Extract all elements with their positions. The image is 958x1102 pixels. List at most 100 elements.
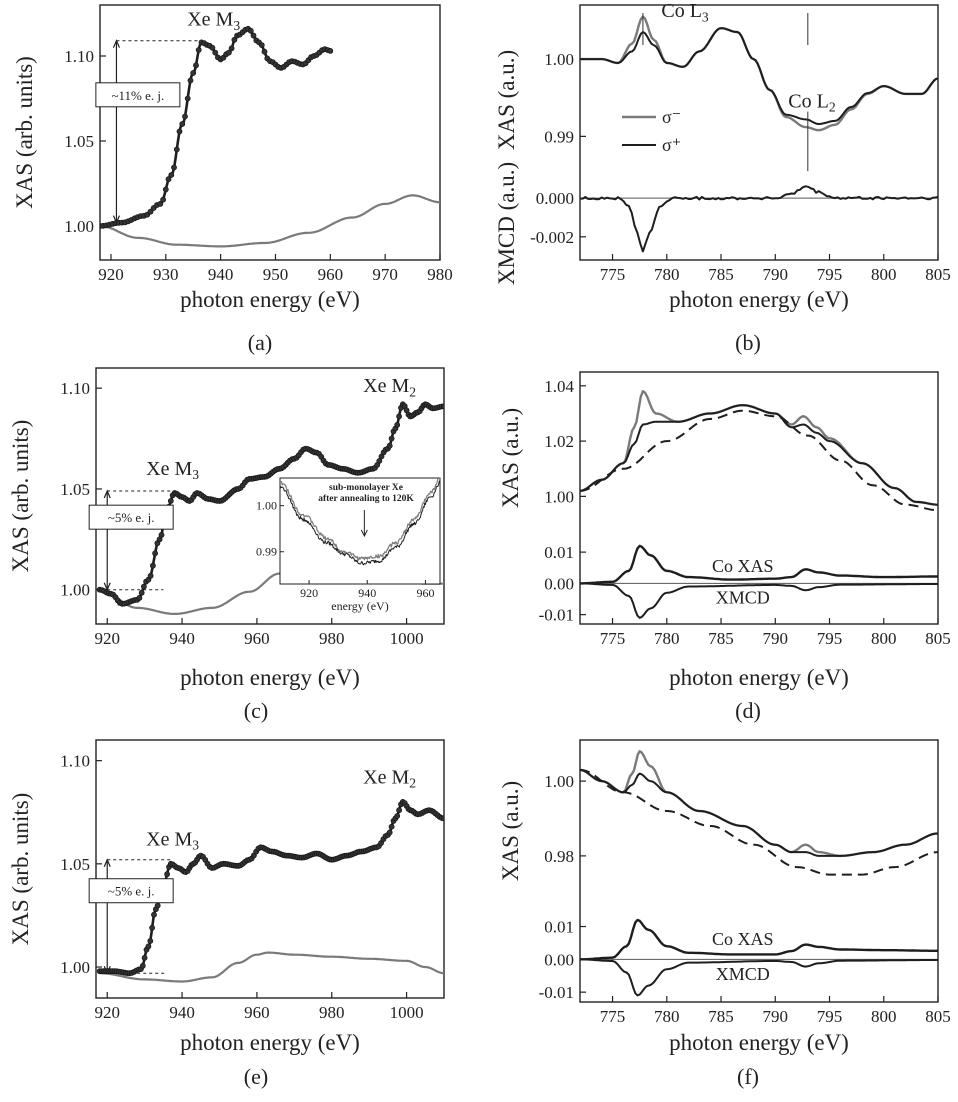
curve-annotation: Co XAS bbox=[712, 556, 774, 576]
data-point bbox=[152, 550, 158, 557]
series-line-1 bbox=[580, 768, 938, 857]
series-line-5 bbox=[580, 544, 938, 585]
peak-annotation: Xe M3 bbox=[146, 458, 199, 482]
peak-annotation: Co L3 bbox=[661, 0, 709, 24]
y-tick-label: 0.01 bbox=[544, 918, 574, 937]
data-point bbox=[247, 27, 254, 34]
y-tick-label: 1.05 bbox=[64, 132, 94, 151]
plot-frame bbox=[579, 739, 939, 1003]
inset-y-tick-label: 1.00 bbox=[256, 499, 277, 513]
data-point bbox=[396, 807, 402, 814]
data-point bbox=[193, 62, 199, 69]
data-point bbox=[231, 36, 238, 43]
peak-annotation: Xe M2 bbox=[363, 375, 416, 399]
data-point bbox=[149, 924, 155, 931]
arrow-head bbox=[112, 39, 121, 48]
inset-y-tick-label: 0.99 bbox=[256, 545, 277, 559]
x-tick-label: 980 bbox=[319, 629, 345, 648]
plot-frame bbox=[95, 739, 445, 999]
data-point bbox=[394, 813, 401, 819]
data-point bbox=[147, 572, 154, 579]
data-point bbox=[261, 48, 268, 55]
data-point bbox=[209, 44, 216, 51]
series-line-6 bbox=[580, 582, 938, 619]
y-tick-label: 1.00 bbox=[60, 958, 90, 977]
x-tick-label: 1000 bbox=[390, 629, 424, 648]
data-point bbox=[154, 902, 161, 909]
x-tick-label: 800 bbox=[871, 265, 897, 284]
data-point bbox=[160, 196, 166, 203]
data-point bbox=[145, 943, 152, 950]
x-tick-label: 775 bbox=[600, 1007, 626, 1026]
x-tick-label: 805 bbox=[925, 1007, 951, 1026]
series-line-5 bbox=[580, 918, 938, 961]
x-tick-label: 970 bbox=[372, 265, 398, 284]
inset-x-axis-label: energy (eV) bbox=[331, 599, 388, 613]
curve-annotation: Co XAS bbox=[712, 929, 774, 949]
series-line-11 bbox=[280, 480, 440, 566]
y-tick-label: 1.10 bbox=[60, 379, 90, 398]
x-tick-label: 800 bbox=[871, 1007, 897, 1026]
data-point bbox=[138, 589, 145, 596]
x-tick-label: 780 bbox=[654, 265, 680, 284]
y-tick-label: 0.99 bbox=[544, 127, 574, 146]
x-tick-label: 775 bbox=[600, 629, 626, 648]
x-tick-label: 795 bbox=[817, 629, 843, 648]
panel-label: (a) bbox=[248, 330, 272, 355]
data-point bbox=[250, 32, 257, 39]
panel-f: 775 780 785 790 795 800 805 photon energy (eV) (… bbox=[498, 739, 951, 1089]
panel-d: 775 780 785 790 795 800 805 photon energy (eV) (… bbox=[498, 371, 951, 723]
y-tick-label: 0.00 bbox=[544, 950, 574, 969]
x-tick-label: 940 bbox=[208, 265, 234, 284]
edge-jump-label: ~5% e. j. bbox=[108, 510, 155, 525]
x-tick-label: 980 bbox=[427, 265, 453, 284]
x-axis-label: photon energy (eV) bbox=[180, 1030, 360, 1055]
data-point bbox=[149, 562, 156, 569]
peak-annotation: Xe M2 bbox=[363, 766, 416, 790]
data-point bbox=[396, 413, 402, 420]
x-tick-label: 920 bbox=[98, 265, 124, 284]
data-point bbox=[190, 70, 197, 76]
data-point bbox=[258, 42, 265, 48]
data-point bbox=[441, 815, 444, 822]
x-tick-label: 930 bbox=[153, 265, 179, 284]
inset-x-tick-label: 940 bbox=[358, 586, 376, 600]
y-tick-label: 1.00 bbox=[544, 772, 574, 791]
y-tick-label: 1.05 bbox=[60, 480, 90, 499]
series-line-1 bbox=[580, 27, 938, 125]
series-line-1 bbox=[580, 404, 938, 506]
y-axis-label: XAS (a.u.) bbox=[498, 781, 523, 881]
y-axis-label: XAS (arb. units) bbox=[12, 56, 37, 209]
edge-jump-box bbox=[88, 878, 174, 904]
plot-frame bbox=[99, 4, 441, 261]
data-point bbox=[376, 458, 383, 464]
data-point bbox=[212, 49, 219, 56]
panel-label: (f) bbox=[737, 1064, 759, 1089]
data-point bbox=[225, 49, 232, 56]
data-point bbox=[164, 871, 170, 878]
x-tick-label: 950 bbox=[263, 265, 289, 284]
series-line-5 bbox=[580, 185, 938, 253]
data-point bbox=[168, 172, 175, 178]
inset-arrow-head bbox=[360, 529, 368, 538]
y-tick-label: 1.00 bbox=[60, 581, 90, 600]
x-tick-label: 960 bbox=[318, 265, 344, 284]
edge-jump-label: ~11% e. j. bbox=[111, 88, 164, 103]
inset-title-line: after annealing to 120K bbox=[318, 494, 414, 504]
data-point bbox=[147, 938, 154, 944]
series-markers-1 bbox=[100, 25, 334, 229]
x-tick-label: 1000 bbox=[390, 1003, 424, 1022]
x-tick-label: 785 bbox=[708, 1007, 734, 1026]
data-point bbox=[182, 113, 188, 120]
series-line-0 bbox=[99, 951, 444, 983]
x-tick-label: 780 bbox=[654, 1007, 680, 1026]
x-tick-label: 785 bbox=[708, 265, 734, 284]
data-point bbox=[179, 121, 186, 127]
x-axis-label: photon energy (eV) bbox=[180, 665, 360, 690]
y-tick-label: 0.98 bbox=[544, 847, 574, 866]
y-tick-label: 1.10 bbox=[60, 752, 90, 771]
data-point bbox=[141, 954, 148, 961]
series-markers-1 bbox=[96, 799, 444, 977]
peak-annotation: Co L2 bbox=[788, 90, 836, 114]
panel-a: 920 930 940 950 960 970 980 photon energy (eV) (… bbox=[12, 4, 453, 355]
